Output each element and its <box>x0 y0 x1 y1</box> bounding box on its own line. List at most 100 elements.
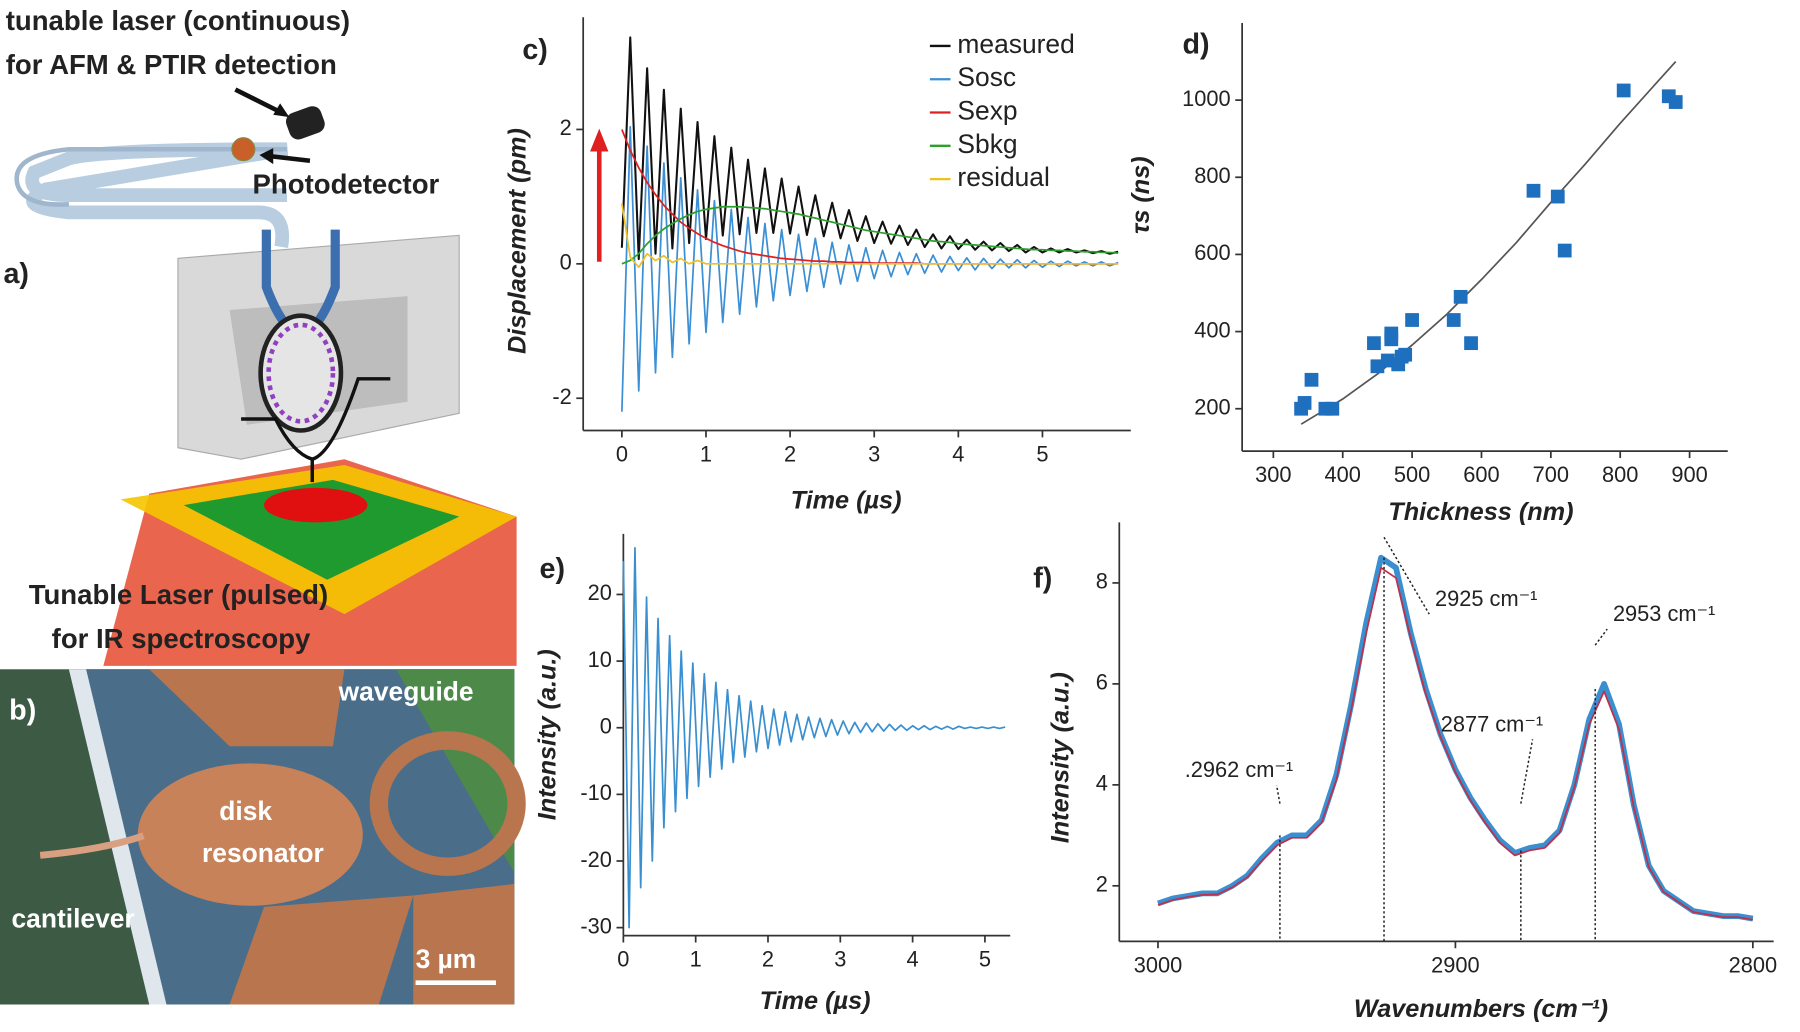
caption: waveguide <box>338 676 474 706</box>
x-axis-label: Time (µs) <box>791 486 902 514</box>
x-tick-label: 500 <box>1394 462 1430 487</box>
cantilever <box>241 417 314 483</box>
x-axis-label: Wavenumbers (cm⁻¹) <box>1354 995 1608 1023</box>
disk <box>137 763 363 906</box>
annotation-leader <box>1383 536 1430 615</box>
legend-label: Sbkg <box>957 129 1017 159</box>
caption: Tunable Laser (pulsed) <box>29 579 329 610</box>
caption: for IR spectroscopy <box>52 623 311 654</box>
x-tick-label: 400 <box>1325 462 1361 487</box>
arrow <box>234 87 283 115</box>
point <box>1370 359 1385 374</box>
x-tick-label: 700 <box>1533 462 1569 487</box>
wire <box>311 377 391 461</box>
fit-line <box>1300 60 1677 425</box>
arrow <box>269 153 311 164</box>
legend-label: residual <box>957 162 1049 192</box>
annotation: 2877 cm⁻¹ <box>1441 711 1543 736</box>
x-tick-label: 2800 <box>1729 952 1778 977</box>
y-tick-label: -10 <box>580 780 612 805</box>
panel-label: e) <box>540 553 566 585</box>
annotation: 2925 cm⁻¹ <box>1435 586 1537 611</box>
point <box>1367 336 1381 351</box>
y-tick-label: 10 <box>588 647 612 672</box>
data-line <box>1157 566 1754 921</box>
fiber-edge <box>14 146 288 207</box>
x-tick-label: 3 <box>868 442 880 467</box>
y-tick-label: -30 <box>580 913 612 938</box>
y-tick-label: 400 <box>1194 317 1230 342</box>
waveguide-region <box>396 669 515 873</box>
spot <box>264 487 368 523</box>
data-line <box>621 205 1119 265</box>
pad <box>229 895 414 1005</box>
panel-label: b) <box>9 694 36 726</box>
caption: Photodetector <box>253 168 440 199</box>
y-tick-label: 600 <box>1194 240 1230 265</box>
arrowhead <box>273 103 290 118</box>
x-tick-label: 5 <box>1036 442 1048 467</box>
point <box>1384 326 1399 341</box>
x-tick-label: 5 <box>979 947 991 972</box>
point <box>1380 353 1395 368</box>
pad <box>149 669 345 747</box>
y-tick-label: 8 <box>1096 569 1108 594</box>
point <box>1526 183 1541 198</box>
photodetector <box>231 137 256 162</box>
data-line <box>621 203 1119 269</box>
panel-b: b) waveguide disk resonator cantilever 3… <box>0 669 526 1005</box>
y-tick-label: 800 <box>1194 163 1230 188</box>
x-tick-label: 4 <box>952 442 964 467</box>
point <box>1453 289 1468 304</box>
y-tick-label: 1000 <box>1182 86 1231 111</box>
data-line <box>622 546 1006 929</box>
x-tick-label: 600 <box>1463 462 1499 487</box>
x-tick-label: 1 <box>690 947 702 972</box>
y-axis-label: Displacement (pm) <box>504 128 532 354</box>
x-axis-label: Thickness (nm) <box>1388 498 1573 526</box>
arrowhead <box>259 148 274 165</box>
point <box>1325 401 1340 416</box>
caption: for AFM & PTIR detection <box>6 49 337 80</box>
panel-a: tunable laser (continuous) for AFM & PTI… <box>3 5 517 666</box>
panel-label: a) <box>3 258 29 290</box>
y-tick-label: 0 <box>560 250 572 275</box>
x-axis-label: Time (µs) <box>760 987 871 1015</box>
point <box>1616 83 1631 98</box>
caption: cantilever <box>11 904 134 934</box>
y-tick-label: -20 <box>580 847 612 872</box>
point <box>1297 396 1312 410</box>
point <box>1550 189 1565 204</box>
x-tick-label: 0 <box>617 947 629 972</box>
point <box>1304 372 1319 387</box>
x-tick-label: 1 <box>700 442 712 467</box>
point <box>1557 243 1572 258</box>
y-axis-label: Intensity (a.u.) <box>1047 672 1075 843</box>
x-tick-label: 3000 <box>1134 952 1183 977</box>
arrowhead <box>590 128 609 152</box>
x-tick-label: 800 <box>1602 462 1638 487</box>
y-tick-label: 20 <box>588 580 612 605</box>
cantilever-shape <box>39 832 145 859</box>
x-tick-label: 300 <box>1255 462 1291 487</box>
point <box>1405 313 1419 327</box>
fiber <box>25 142 290 248</box>
edge <box>68 669 167 1005</box>
ring <box>369 731 526 876</box>
caption: tunable laser (continuous) <box>6 5 350 36</box>
point <box>1464 336 1478 351</box>
panel-label: d) <box>1182 28 1209 60</box>
disk <box>258 313 344 433</box>
y-tick-label: 200 <box>1194 394 1230 419</box>
caption: resonator <box>202 838 324 868</box>
x-tick-label: 4 <box>907 947 919 972</box>
laser-head <box>285 106 325 140</box>
ring <box>266 322 336 424</box>
y-tick-label: 2 <box>560 115 572 140</box>
legend-label: Sexp <box>957 95 1017 125</box>
panel-label: c) <box>522 34 548 66</box>
pad <box>413 883 515 1005</box>
caption: 3 µm <box>416 944 477 974</box>
